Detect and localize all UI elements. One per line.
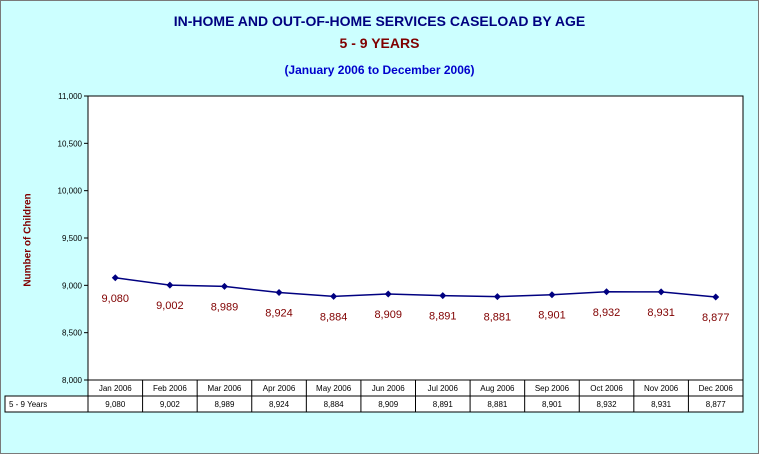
data-label: 8,891 (429, 311, 457, 323)
table-value: 8,931 (651, 400, 672, 409)
data-label: 9,080 (102, 293, 130, 305)
y-tick-label: 9,500 (62, 234, 83, 243)
data-point (603, 288, 611, 296)
x-category-label: Dec 2006 (699, 384, 734, 393)
x-category-label: May 2006 (316, 384, 352, 393)
data-point (384, 290, 392, 298)
table-value: 8,924 (269, 400, 290, 409)
x-category-label: Apr 2006 (263, 384, 296, 393)
data-label: 8,881 (484, 312, 512, 324)
y-tick-label: 8,500 (62, 329, 83, 338)
data-point (657, 288, 665, 296)
data-label: 8,909 (374, 309, 402, 321)
x-category-label: Jan 2006 (99, 384, 132, 393)
data-point (111, 274, 119, 282)
table-value: 8,884 (324, 400, 345, 409)
data-point (493, 293, 501, 301)
data-point (439, 292, 447, 300)
data-label: 8,877 (702, 312, 730, 324)
series-line (115, 277, 716, 298)
chart-subtitle: 5 - 9 YEARS (339, 35, 420, 51)
x-category-label: Feb 2006 (153, 384, 187, 393)
x-category-label: Aug 2006 (480, 384, 515, 393)
table-value: 8,901 (542, 400, 563, 409)
data-point (275, 289, 283, 297)
data-point (330, 292, 338, 300)
table-value: 8,877 (706, 400, 727, 409)
table-value: 9,002 (160, 400, 181, 409)
data-label: 8,884 (320, 311, 348, 323)
x-category-label: Jun 2006 (372, 384, 405, 393)
y-tick-label: 8,000 (62, 376, 83, 385)
x-category-label: Nov 2006 (644, 384, 679, 393)
y-tick-label: 10,000 (58, 187, 83, 196)
table-value: 8,909 (378, 400, 399, 409)
data-label: 8,931 (647, 307, 675, 319)
data-point (220, 282, 228, 290)
table-value: 8,891 (433, 400, 454, 409)
y-tick-label: 11,000 (58, 92, 82, 101)
x-category-label: Sep 2006 (535, 384, 570, 393)
data-point (166, 281, 174, 289)
series-name: 5 - 9 Years (9, 400, 47, 409)
data-label: 8,989 (211, 301, 239, 313)
y-tick-label: 9,000 (62, 281, 83, 290)
table-value: 8,881 (487, 400, 508, 409)
table-value: 8,989 (214, 400, 235, 409)
data-label: 9,002 (156, 300, 184, 312)
y-tick-label: 10,500 (58, 139, 83, 148)
table-value: 9,080 (105, 400, 126, 409)
chart-date-range: (January 2006 to December 2006) (284, 63, 475, 77)
data-label: 8,901 (538, 310, 566, 322)
x-category-label: Oct 2006 (590, 384, 623, 393)
x-category-label: Mar 2006 (208, 384, 242, 393)
data-point (548, 291, 556, 299)
data-label: 8,932 (593, 307, 621, 319)
plot-area (87, 95, 744, 381)
data-point (712, 293, 720, 301)
chart-title: IN-HOME AND OUT-OF-HOME SERVICES CASELOA… (173, 13, 586, 29)
table-value: 8,932 (597, 400, 618, 409)
x-category-label: Jul 2006 (428, 384, 459, 393)
data-label: 8,924 (265, 308, 293, 320)
